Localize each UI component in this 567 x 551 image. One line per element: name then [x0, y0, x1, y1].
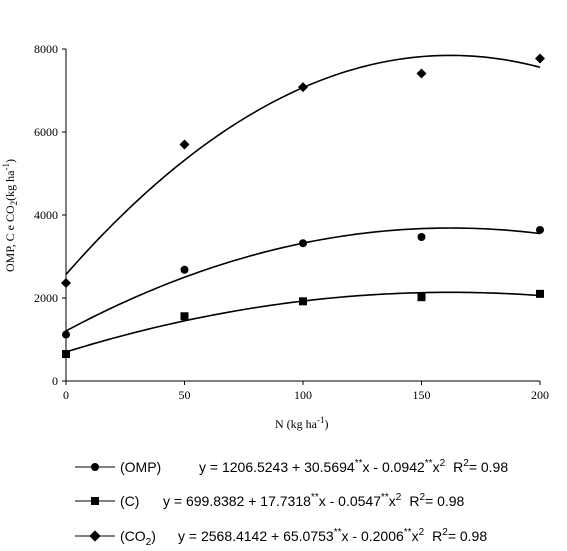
- data-point-co2: [298, 82, 308, 93]
- data-point-c: [180, 312, 189, 321]
- y-axis-title: OMP, C e CO2(kg ha-1): [1, 159, 19, 272]
- x-tick-label: 200: [531, 388, 549, 402]
- x-axis-title: N (kg ha-1): [275, 415, 329, 431]
- x-tick-label: 100: [294, 388, 312, 402]
- y-tick-label: 0: [52, 374, 58, 388]
- legend-label-co2: (CO2): [120, 528, 156, 548]
- data-point-c: [299, 297, 307, 306]
- data-point-omp: [299, 239, 307, 248]
- data-point-omp: [417, 232, 426, 241]
- x-axis-title-main: N (kg ha: [275, 417, 318, 431]
- x-ticks: 0 50 100 150 200: [63, 381, 549, 402]
- y-tick-label: 4000: [34, 208, 58, 222]
- legend-entry-c: (C) y = 699.8382 + 17.7318**x - 0.0547**…: [75, 492, 465, 509]
- x-axis-title-end: ): [325, 417, 329, 431]
- legend-entry-co2: (CO2) y = 2568.4142 + 65.0753**x - 0.200…: [75, 527, 487, 548]
- y-axis-title-end: ): [3, 159, 17, 163]
- data-point-c: [417, 293, 426, 302]
- y-tick-label: 8000: [34, 42, 58, 56]
- x-tick-label: 150: [413, 388, 431, 402]
- legend-equation-omp: y = 1206.5243 + 30.5694**x - 0.0942**x2 R…: [199, 458, 508, 475]
- data-point-co2: [179, 139, 190, 150]
- y-axis-title-sup: -1: [1, 163, 11, 171]
- y-tick-label: 2000: [34, 291, 58, 305]
- legend: (OMP) y = 1206.5243 + 30.5694**x - 0.094…: [75, 458, 508, 548]
- x-axis-title-sup: -1: [317, 415, 325, 425]
- legend-label-c: (C): [120, 493, 139, 509]
- legend-label-omp: (OMP): [120, 459, 161, 475]
- legend-marker-c: [91, 497, 99, 505]
- y-axis-title-mid: (kg ha: [3, 170, 17, 201]
- x-tick-label: 50: [179, 388, 191, 402]
- legend-marker-co2: [89, 530, 101, 542]
- data-point-co2: [416, 68, 427, 79]
- data-point-co2: [535, 53, 545, 64]
- legend-entry-omp: (OMP) y = 1206.5243 + 30.5694**x - 0.094…: [75, 458, 508, 475]
- plot-area: [61, 53, 545, 359]
- y-ticks: 0 2000 4000 6000 8000: [34, 42, 66, 388]
- data-point-c: [536, 289, 544, 298]
- legend-equation-c: y = 699.8382 + 17.7318**x - 0.0547**x2 R2…: [163, 492, 465, 509]
- legend-marker-omp: [91, 463, 99, 471]
- data-point-omp: [536, 225, 544, 234]
- data-point-omp: [180, 265, 189, 274]
- legend-equation-co2: y = 2568.4142 + 65.0753**x - 0.2006**x2 R…: [178, 527, 487, 544]
- y-axis-title-main: OMP, C e CO: [3, 205, 17, 272]
- y-tick-label: 6000: [34, 125, 58, 139]
- x-tick-label: 0: [63, 388, 69, 402]
- y-axis-title-sub: 2: [9, 201, 19, 206]
